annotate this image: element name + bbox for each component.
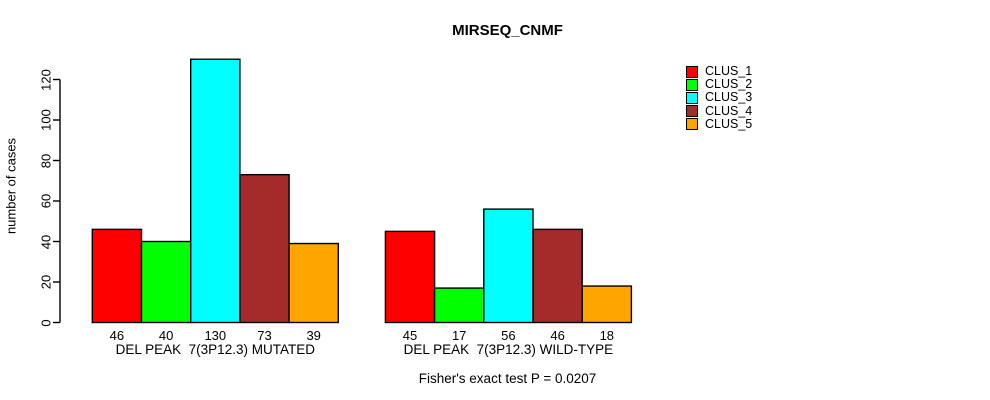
bar-clus_3-group1 <box>189 58 241 324</box>
bar-clus_1-group2 <box>384 230 436 324</box>
legend: CLUS_1 CLUS_2 CLUS_3 CLUS_4 CLUS_5 <box>686 65 752 131</box>
chart-title: MIRSEQ_CNMF <box>452 22 563 39</box>
legend-label: CLUS_3 <box>705 90 753 105</box>
bar-clus_5-group1 <box>288 242 340 324</box>
bar-value-clus_5-group1: 39 <box>306 327 321 343</box>
bar-clus_2-group1 <box>140 240 192 324</box>
y-tick-label-20: 20 <box>38 274 54 290</box>
legend-swatch-clus_4 <box>686 105 698 118</box>
bar-clus_4-group1 <box>239 173 290 324</box>
legend-item-clus_4: CLUS_4 <box>686 103 753 118</box>
legend-label: CLUS_2 <box>705 77 753 92</box>
legend-item-clus_3: CLUS_3 <box>686 91 752 104</box>
legend-item-clus_5: CLUS_5 <box>686 116 753 131</box>
bar-value-clus_1-group2: 45 <box>402 327 418 343</box>
legend-label: CLUS_4 <box>705 103 753 118</box>
legend-item-clus_1: CLUS_1 <box>686 65 752 78</box>
legend-label: CLUS_1 <box>705 64 753 79</box>
legend-swatch-clus_5 <box>686 118 698 131</box>
y-tick-label-80: 80 <box>38 153 54 168</box>
legend-item-clus_2: CLUS_2 <box>686 78 752 91</box>
bar-clus_1-group1 <box>91 228 143 324</box>
legend-swatch-clus_2 <box>686 78 698 91</box>
bar-value-clus_3-group2: 56 <box>501 327 516 343</box>
bar-value-clus_1-group1: 46 <box>109 327 125 343</box>
legend-swatch-clus_3 <box>686 91 698 104</box>
group-label-1: DEL PEAK 7(3P12.3) MUTATED <box>115 342 315 357</box>
bar-value-clus_2-group1: 40 <box>158 327 174 343</box>
bar-value-clus_3-group1: 130 <box>204 327 227 343</box>
bar-value-clus_5-group2: 18 <box>599 327 615 343</box>
legend-label: CLUS_5 <box>705 116 753 131</box>
y-tick-label-40: 40 <box>38 234 54 249</box>
bar-clus_2-group2 <box>433 287 485 324</box>
y-tick-label-60: 60 <box>38 193 54 209</box>
y-tick-label-120: 120 <box>38 68 54 91</box>
y-axis-label: number of cases <box>3 137 19 235</box>
y-tick-label-0: 0 <box>38 318 54 327</box>
legend-swatch-clus_1 <box>686 65 698 78</box>
fisher-test-caption: Fisher's exact test P = 0.0207 <box>418 371 597 386</box>
bar-value-clus_4-group2: 46 <box>550 327 565 343</box>
bar-value-clus_4-group1: 73 <box>257 327 272 343</box>
group-label-2: DEL PEAK 7(3P12.3) WILD-TYPE <box>403 342 614 357</box>
bar-clus_3-group2 <box>483 208 534 324</box>
bar-value-clus_2-group2: 17 <box>451 327 467 343</box>
y-tick-label-100: 100 <box>38 109 54 131</box>
bar-clus_5-group2 <box>581 285 633 324</box>
bar-clus_4-group2 <box>532 228 583 324</box>
